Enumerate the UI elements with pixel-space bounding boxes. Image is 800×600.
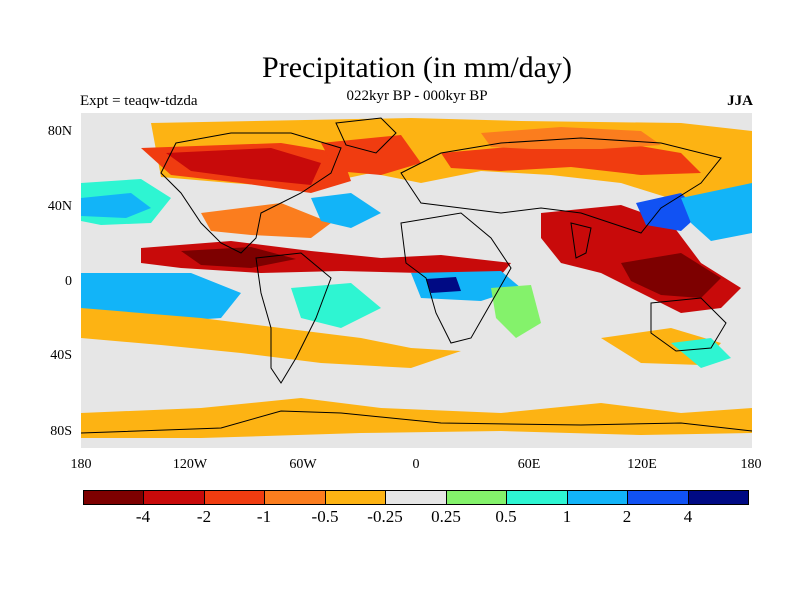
anomaly-atlantic-equatorial-darkblue xyxy=(426,277,461,293)
lat-label-40n: 40N xyxy=(47,199,72,214)
lon-label-60e: 60E xyxy=(517,457,541,472)
precipitation-map xyxy=(80,113,753,448)
lat-label-0: 0 xyxy=(65,274,72,289)
coastline-north-america xyxy=(160,132,342,254)
colorbar-box xyxy=(628,491,689,504)
time-period-subtitle: 022kyr BP - 000kyr BP xyxy=(346,88,488,104)
colorbar-box xyxy=(446,491,508,504)
colorbar-label: -0.5 xyxy=(311,507,339,526)
anomaly-south-indian-cyan xyxy=(671,338,731,368)
coastlines xyxy=(80,117,753,434)
coastline-antarctica xyxy=(80,410,753,434)
colorbar-box xyxy=(507,491,568,504)
colorbar-label: -0.25 xyxy=(367,507,403,526)
lon-label-60w: 60W xyxy=(289,457,317,472)
map-svg xyxy=(80,113,753,448)
colorbar-box xyxy=(204,491,266,504)
chart-title: Precipitation (in mm/day) xyxy=(262,51,572,84)
anomaly-eurasia-orange xyxy=(481,127,661,149)
lon-label-120w: 120W xyxy=(172,457,208,472)
anomaly-tropical-core xyxy=(181,247,296,268)
anomaly-africa-green xyxy=(491,285,541,338)
colorbar-box xyxy=(84,491,145,504)
anomaly-north-america-darkred xyxy=(166,148,321,185)
colorbar-label: -2 xyxy=(196,507,212,526)
colorbar-label: -4 xyxy=(135,507,151,526)
colorbar-label: 0.25 xyxy=(431,507,461,526)
lon-label-120e: 120E xyxy=(627,457,657,472)
anomaly-north-pacific-blue xyxy=(81,193,151,218)
colorbar-label: 2 xyxy=(622,507,632,526)
lon-label-0: 0 xyxy=(412,457,420,472)
lon-label-180-west: 180 xyxy=(70,457,92,472)
colorbar-box xyxy=(144,491,205,504)
colorbar-label: -1 xyxy=(256,507,272,526)
colorbar-box xyxy=(325,491,387,504)
anomaly-eurasia-red xyxy=(441,141,701,175)
colorbar-box xyxy=(688,491,748,504)
anomaly-gulf-orange xyxy=(201,203,331,238)
anomaly-maritime-continent-darkred xyxy=(621,253,721,298)
colorbar-label: 1 xyxy=(562,507,572,526)
colorbar-box xyxy=(265,491,326,504)
lat-label-80s: 80S xyxy=(50,424,72,439)
anomaly-central-pacific-lightblue xyxy=(81,273,241,323)
colorbar-box xyxy=(386,491,447,504)
coastline-australia xyxy=(650,297,727,352)
lat-label-40s: 40S xyxy=(50,348,72,363)
colorbar-box xyxy=(567,491,629,504)
anomaly-west-pacific-lightblue xyxy=(681,183,752,241)
season-label: JJA xyxy=(727,93,753,109)
coastline-greenland xyxy=(335,117,397,154)
coastline-europe-asia xyxy=(400,137,722,234)
colorbar xyxy=(83,490,749,505)
colorbar-label: 0.5 xyxy=(495,507,517,526)
anomaly-southern-ocean-band xyxy=(81,398,752,438)
coastline-india xyxy=(570,222,592,259)
anomaly-atlantic-blue xyxy=(311,193,381,228)
experiment-label: Expt = teaqw-tdzda xyxy=(80,93,198,109)
colorbar-label: 4 xyxy=(683,507,693,526)
lat-label-80n: 80N xyxy=(47,124,72,139)
anomaly-south-america-cyan xyxy=(291,283,381,328)
lon-label-180-east: 180 xyxy=(740,457,762,472)
coastline-africa xyxy=(400,212,512,344)
coastline-south-america xyxy=(255,252,332,384)
